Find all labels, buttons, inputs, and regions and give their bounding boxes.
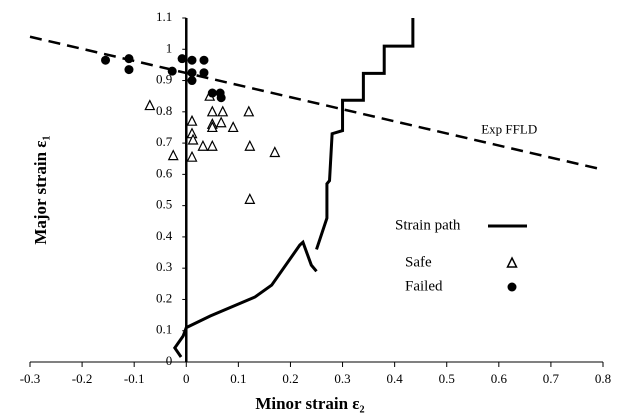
failed-point (207, 88, 217, 98)
y-tick-label: 0.7 (156, 134, 173, 149)
safe-point (167, 149, 179, 161)
y-axis-title: Major strain ε₁ (31, 135, 50, 244)
x-tick-label: -0.3 (20, 371, 41, 386)
x-tick-label: 0.4 (387, 371, 404, 386)
legend-triangle (506, 256, 518, 268)
x-tick-label: -0.1 (124, 371, 145, 386)
failed-point (199, 55, 209, 65)
y-tick-label: 0 (166, 353, 173, 368)
strain-path (172, 18, 415, 358)
x-tick-label: 0.8 (595, 371, 611, 386)
safe-point (215, 116, 227, 128)
failed-point (187, 76, 197, 86)
y-tick-label: 0.2 (156, 290, 172, 305)
safe-point (244, 139, 256, 151)
failed-point (167, 66, 177, 76)
failed-point (124, 65, 134, 75)
y-tick-label: 1 (166, 40, 173, 55)
y-tick-label: 1.1 (156, 9, 172, 24)
y-tick-label: 0.8 (156, 103, 172, 118)
x-tick-label: 0 (183, 371, 190, 386)
failed-point (187, 68, 197, 78)
failed-point (101, 55, 111, 65)
failed-point (187, 55, 197, 65)
y-tick-label: 0.3 (156, 259, 172, 274)
reference-label: Exp FFLD (481, 122, 537, 137)
x-tick-label: 0.7 (543, 371, 560, 386)
safe-point (269, 146, 281, 158)
failed-point (124, 54, 134, 64)
y-tick-label: 0.5 (156, 197, 172, 212)
safe-point (186, 114, 198, 126)
safe-point (227, 121, 239, 133)
y-tick-label: 0.9 (156, 72, 172, 87)
safe-point (186, 150, 198, 162)
failed-point (216, 93, 226, 103)
failed-point (177, 54, 187, 64)
x-tick-label: 0.1 (230, 371, 246, 386)
safe-point (144, 99, 156, 111)
legend-label: Strain path (395, 217, 461, 233)
safe-point (206, 139, 218, 151)
legend-dot (507, 282, 517, 292)
x-axis-title: Minor strain ε₂ (255, 394, 364, 413)
safe-point (217, 105, 229, 117)
x-tick-label: 0.6 (491, 371, 508, 386)
failed-point (199, 68, 209, 78)
x-tick-label: 0.5 (439, 371, 455, 386)
reference-line (29, 35, 604, 171)
y-tick-label: 0.6 (156, 165, 173, 180)
x-tick-label: 0.2 (282, 371, 298, 386)
safe-point (244, 193, 256, 204)
safe-point (206, 121, 218, 133)
y-tick-label: 0.1 (156, 322, 172, 337)
safe-point (243, 105, 255, 117)
safe-point (206, 105, 218, 117)
x-tick-label: -0.2 (72, 371, 93, 386)
x-tick-label: 0.3 (334, 371, 350, 386)
safe-point (197, 139, 209, 151)
safe-point (187, 133, 199, 145)
legend-label: Safe (405, 254, 432, 270)
legend-label: Failed (405, 278, 443, 294)
y-tick-label: 0.4 (156, 228, 173, 243)
